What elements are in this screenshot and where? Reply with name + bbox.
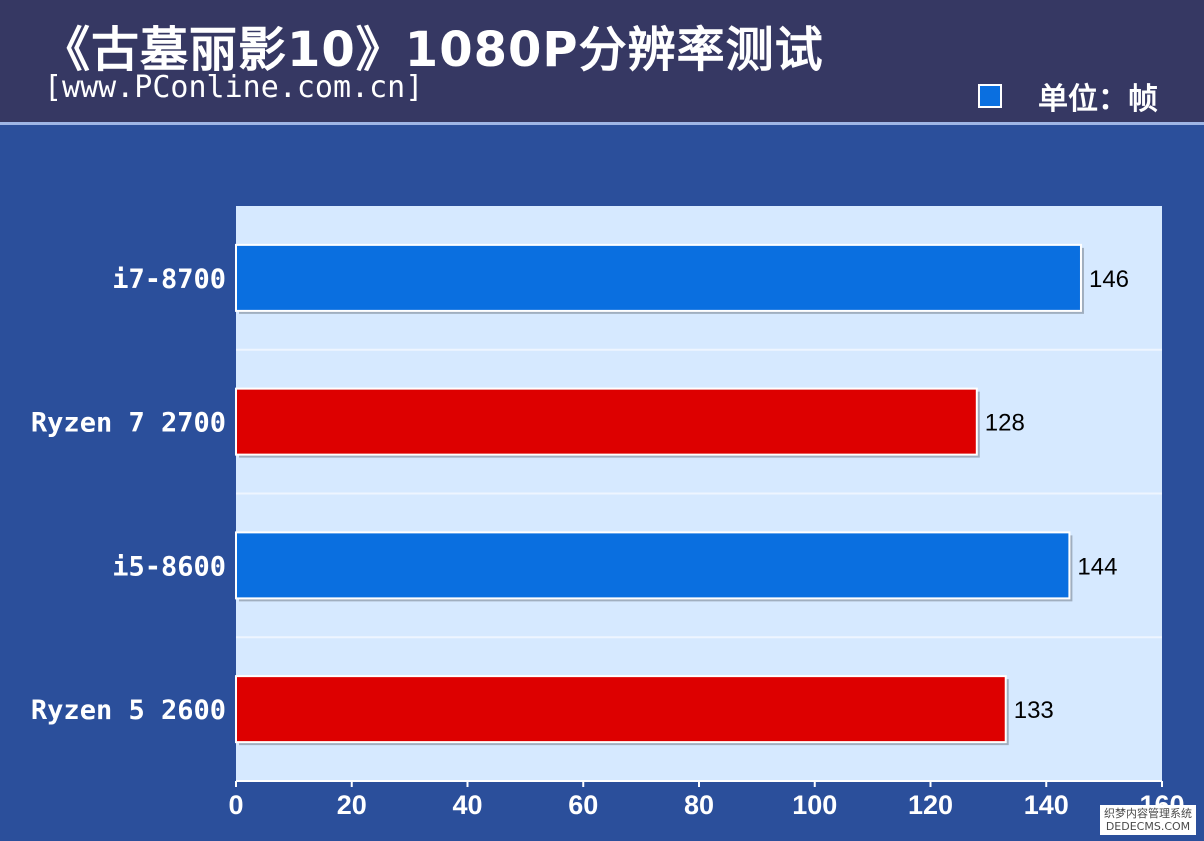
data-label: 144 xyxy=(1077,553,1117,580)
category-label: i5-8600 xyxy=(112,551,226,582)
source-label: [www.PConline.com.cn] xyxy=(44,70,424,105)
x-tick-label: 0 xyxy=(228,790,243,820)
watermark-line1: 织梦内容管理系统 xyxy=(1104,807,1192,820)
watermark-line2: DEDECMS.COM xyxy=(1105,820,1191,833)
x-tick-label: 80 xyxy=(684,790,714,820)
data-label: 146 xyxy=(1089,266,1129,293)
legend: 单位：帧 xyxy=(978,74,1158,118)
x-tick-label: 120 xyxy=(908,790,953,820)
category-label: Ryzen 7 2700 xyxy=(31,408,226,439)
x-tick-label: 20 xyxy=(337,790,367,820)
chart-title: 《古墓丽影10》1080P分辨率测试 xyxy=(42,22,824,78)
header-divider xyxy=(0,122,1204,125)
bar xyxy=(235,387,978,456)
x-tick-label: 40 xyxy=(452,790,482,820)
bar xyxy=(235,243,1082,312)
category-label: Ryzen 5 2600 xyxy=(31,695,226,726)
x-tick-label: 100 xyxy=(792,790,837,820)
x-tick-label: 140 xyxy=(1024,790,1069,820)
watermark: 织梦内容管理系统 DEDECMS.COM xyxy=(1100,805,1196,835)
category-label: i7-8700 xyxy=(112,264,226,295)
x-tick-label: 60 xyxy=(568,790,598,820)
legend-swatch xyxy=(978,84,1002,108)
unit-label: 单位：帧 xyxy=(1038,82,1158,117)
bar xyxy=(235,675,1007,744)
bar xyxy=(235,531,1071,600)
data-label: 133 xyxy=(1014,697,1054,724)
data-label: 128 xyxy=(985,410,1025,437)
chart-header: 《古墓丽影10》1080P分辨率测试 [www.PConline.com.cn]… xyxy=(0,0,1204,122)
